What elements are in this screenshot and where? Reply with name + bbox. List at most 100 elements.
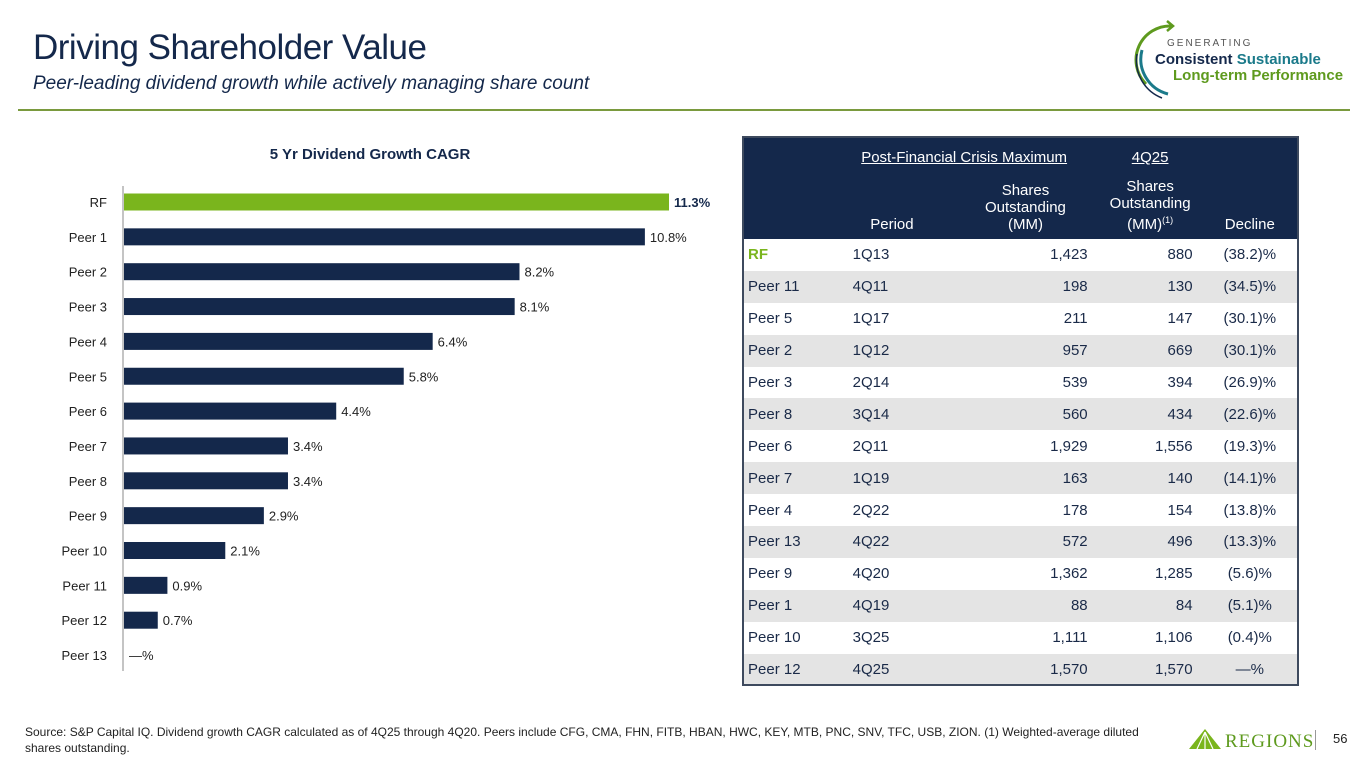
- page-title: Driving Shareholder Value: [33, 28, 427, 67]
- row-shares-now: 1,556: [1097, 430, 1203, 463]
- category-label: Peer 4: [69, 334, 107, 349]
- bar: [124, 193, 669, 211]
- row-decline: (5.6)%: [1202, 557, 1298, 590]
- row-name: RF: [743, 239, 831, 271]
- category-label: Peer 1: [69, 230, 107, 245]
- regions-logo-text: REGIONS: [1225, 731, 1315, 752]
- share-count-table: Post-Financial Crisis Maximum 4Q25 Perio…: [742, 136, 1299, 687]
- row-period: 3Q14: [830, 398, 954, 431]
- category-label: Peer 8: [69, 474, 107, 489]
- row-period: 2Q14: [830, 366, 954, 399]
- row-period: 4Q22: [830, 526, 954, 558]
- circular-arrow-icon: [1134, 20, 1175, 99]
- row-shares-now: 140: [1097, 462, 1203, 495]
- row-decline: (38.2)%: [1202, 239, 1298, 271]
- data-label: 10.8%: [650, 230, 687, 245]
- table-row: Peer 10 3Q25 1,111 1,106 (0.4)%: [743, 621, 1298, 654]
- row-period: 4Q25: [830, 653, 954, 686]
- row-shares-max: 198: [953, 270, 1098, 303]
- row-shares-now: 130: [1097, 270, 1203, 303]
- table-row: Peer 2 1Q12 957 669 (30.1)%: [743, 334, 1298, 367]
- tagline-long-term: Long-term Performance: [1173, 67, 1344, 84]
- data-label: 11.3%: [674, 195, 711, 210]
- col-period: Period: [830, 177, 954, 239]
- source-footnote: Source: S&P Capital IQ. Dividend growth …: [25, 725, 1139, 755]
- row-decline: (0.4)%: [1202, 621, 1298, 654]
- tagline-line-2: Consistent Sustainable: [1155, 51, 1321, 68]
- table-row: Peer 12 4Q25 1,570 1,570 —%: [743, 653, 1298, 686]
- bar: [124, 437, 288, 455]
- row-shares-max: 572: [953, 526, 1098, 558]
- data-label: 8.1%: [520, 300, 550, 315]
- row-period: 1Q12: [830, 334, 954, 367]
- row-shares-max: 178: [953, 494, 1098, 527]
- row-name: Peer 11: [743, 270, 831, 303]
- data-label: —%: [129, 648, 154, 663]
- row-decline: (22.6)%: [1202, 398, 1298, 431]
- data-label: 2.1%: [230, 544, 260, 559]
- bar: [124, 611, 158, 629]
- data-label: 5.8%: [409, 369, 439, 384]
- category-label: Peer 11: [62, 578, 107, 593]
- table-row: Peer 8 3Q14 560 434 (22.6)%: [743, 398, 1298, 431]
- data-label: 2.9%: [269, 509, 299, 524]
- chart-title: 5 Yr Dividend Growth CAGR: [269, 146, 471, 163]
- data-label: 3.4%: [293, 439, 323, 454]
- tagline-generating: GENERATING: [1167, 38, 1253, 49]
- data-label: 0.7%: [163, 613, 193, 628]
- page-number: 56: [1333, 731, 1348, 746]
- footer-divider: [1315, 730, 1316, 750]
- table-row: Peer 1 4Q19 88 84 (5.1)%: [743, 589, 1298, 622]
- row-shares-now: 496: [1097, 526, 1203, 558]
- row-name: Peer 5: [743, 302, 831, 335]
- bar: [124, 402, 337, 420]
- table-row: Peer 6 2Q11 1,929 1,556 (19.3)%: [743, 430, 1298, 463]
- row-name: Peer 10: [743, 621, 831, 654]
- row-shares-now: 394: [1097, 366, 1203, 399]
- row-name: Peer 6: [743, 430, 831, 463]
- row-shares-max: 560: [953, 398, 1098, 431]
- tagline-consistent: Consistent: [1155, 51, 1233, 68]
- data-label: 6.4%: [438, 334, 468, 349]
- row-name: Peer 12: [743, 653, 831, 686]
- row-decline: (30.1)%: [1202, 334, 1298, 367]
- row-period: 4Q11: [830, 270, 954, 303]
- col-decline: Decline: [1202, 177, 1298, 239]
- row-shares-now: 84: [1097, 589, 1203, 622]
- row-decline: (19.3)%: [1202, 430, 1298, 463]
- row-decline: (34.5)%: [1202, 270, 1298, 303]
- category-label: Peer 13: [61, 648, 107, 663]
- dividend-growth-chart: RF 11.3% Peer 1 10.8% Peer 2 8.2% Peer 3 8.1% Pe…: [61, 186, 711, 672]
- row-shares-now: 880: [1097, 239, 1203, 271]
- col-shares-max: Shares Outstanding (MM): [953, 177, 1098, 239]
- row-shares-max: 1,362: [953, 557, 1098, 590]
- table-row: Peer 7 1Q19 163 140 (14.1)%: [743, 462, 1298, 495]
- table-row: Peer 4 2Q22 178 154 (13.8)%: [743, 494, 1298, 527]
- row-period: 4Q20: [830, 557, 954, 590]
- category-label: RF: [90, 195, 107, 210]
- row-decline: (5.1)%: [1202, 589, 1298, 622]
- bar: [124, 507, 264, 525]
- category-label: Peer 2: [69, 265, 107, 280]
- row-name: Peer 2: [743, 334, 831, 367]
- row-decline: (13.8)%: [1202, 494, 1298, 527]
- category-label: Peer 7: [69, 439, 107, 454]
- row-period: 2Q11: [830, 430, 954, 463]
- tagline-sustainable: Sustainable: [1236, 51, 1321, 68]
- regions-pyramid-icon: [1189, 729, 1221, 750]
- row-name: Peer 9: [743, 557, 831, 590]
- table-row: Peer 3 2Q14 539 394 (26.9)%: [743, 366, 1298, 399]
- bar: [124, 298, 515, 316]
- data-label: 0.9%: [172, 578, 202, 593]
- category-label: Peer 3: [69, 300, 107, 315]
- group-header-post-crisis: Post-Financial Crisis Maximum: [830, 137, 1098, 177]
- row-shares-max: 1,423: [953, 239, 1098, 271]
- row-name: Peer 4: [743, 494, 831, 527]
- row-period: 1Q13: [830, 239, 954, 271]
- data-label: 4.4%: [341, 404, 371, 419]
- row-name: Peer 7: [743, 462, 831, 495]
- tagline-badge: GENERATING Consistent Sustainable Long-t…: [1132, 18, 1352, 100]
- row-shares-max: 88: [953, 589, 1098, 622]
- row-name: Peer 8: [743, 398, 831, 431]
- data-label: 8.2%: [524, 265, 554, 280]
